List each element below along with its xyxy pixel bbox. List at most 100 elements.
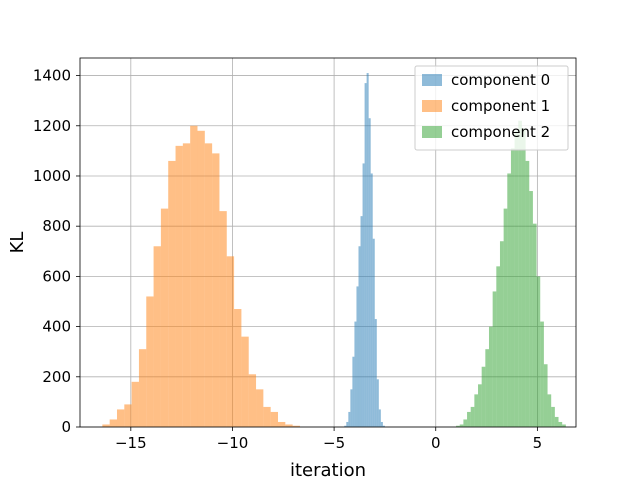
x-tick-label: −15	[115, 434, 147, 452]
histogram-bar	[212, 153, 220, 427]
histogram-bar	[234, 309, 242, 427]
histogram-bar	[488, 326, 493, 427]
x-tick-label: −5	[323, 434, 345, 452]
histogram-bar	[536, 276, 541, 427]
histogram-bar	[456, 425, 460, 427]
histogram-bar	[292, 425, 300, 427]
y-tick-label: 1000	[33, 167, 71, 185]
histogram-bar	[248, 374, 257, 427]
histogram-bar	[354, 321, 357, 427]
series-1-bars	[102, 125, 300, 428]
y-tick-label: 1400	[33, 67, 71, 85]
histogram-bar	[102, 424, 110, 427]
legend-swatch	[422, 74, 442, 86]
y-tick-label: 0	[61, 418, 71, 436]
histogram-bar	[109, 419, 117, 427]
histogram-bar	[474, 394, 479, 427]
histogram-bar	[499, 241, 504, 427]
histogram-bar	[376, 379, 379, 427]
histogram-bar	[470, 406, 475, 427]
histogram-bar	[562, 424, 566, 427]
histogram-bar	[160, 208, 169, 427]
legend-box	[414, 65, 569, 151]
histogram-bar	[285, 424, 293, 427]
histogram-bar	[204, 143, 213, 428]
histogram-bar	[525, 160, 530, 427]
histogram-bars	[102, 73, 566, 428]
legend-label: component 1	[451, 97, 550, 115]
histogram-bar	[529, 191, 533, 427]
histogram-bar	[370, 173, 373, 427]
y-tick-label: 600	[42, 267, 71, 285]
histogram-bar	[270, 411, 278, 427]
histogram-bar	[348, 411, 351, 427]
histogram-bar	[510, 148, 515, 427]
histogram-bar	[459, 424, 464, 427]
histogram-bar	[146, 296, 154, 427]
histogram-bar	[485, 349, 489, 427]
series-2-bars	[456, 120, 566, 428]
histogram-bar	[358, 246, 361, 427]
histogram-bar	[182, 143, 191, 428]
histogram-bar	[382, 425, 385, 427]
x-axis-label: iteration	[290, 460, 366, 480]
histogram-bar	[518, 120, 522, 428]
histogram-bar	[190, 125, 198, 427]
histogram-bar	[153, 246, 161, 427]
legend-swatch	[422, 100, 442, 112]
plot-frame	[79, 57, 577, 428]
histogram-bar	[492, 291, 497, 427]
histogram-bar	[366, 73, 369, 428]
histogram-bar	[116, 409, 125, 427]
histogram-bar	[362, 163, 365, 427]
y-tick-label: 200	[42, 368, 71, 386]
histogram-bar	[175, 145, 183, 427]
histogram-bar	[514, 130, 519, 428]
histogram-bar	[554, 416, 559, 427]
histogram-bar	[558, 421, 563, 427]
histogram-bar	[380, 421, 383, 427]
histogram-bar	[131, 381, 139, 427]
histogram-bar	[263, 406, 271, 427]
y-tick-label: 1200	[33, 117, 71, 135]
histogram-bar	[378, 409, 381, 427]
histogram-bar	[551, 406, 555, 427]
histogram-bar	[168, 160, 176, 427]
histogram-bar	[543, 364, 548, 427]
histogram-bar	[352, 356, 355, 427]
histogram-bar	[547, 394, 552, 427]
histogram-bar	[374, 319, 377, 427]
legend-swatch	[422, 126, 442, 138]
histogram-bar	[350, 389, 353, 427]
y-axis-label: KL	[7, 232, 28, 254]
histogram-bar	[496, 266, 500, 427]
histogram-bar	[277, 421, 286, 427]
y-tick-label: 800	[42, 217, 71, 235]
histogram-bar	[356, 286, 359, 427]
histogram-bar	[219, 211, 227, 427]
x-tick-label: 5	[533, 434, 543, 452]
histogram-bar	[532, 223, 537, 427]
histogram-bar	[368, 118, 371, 427]
x-tick-label: −10	[217, 434, 249, 452]
histogram-bar	[521, 128, 526, 428]
histogram-bar	[507, 173, 511, 427]
axis-ticks: −15 −10 −5 0 5 0 200 400 600 800 1000 1200 1400	[33, 67, 542, 452]
legend-label: component 0	[451, 71, 550, 89]
series-0-bars	[344, 73, 385, 428]
x-tick-label: 0	[431, 434, 441, 452]
histogram-bar	[503, 208, 508, 427]
histogram-bar	[197, 130, 205, 428]
histogram-bar	[467, 411, 471, 427]
legend: component 0 component 1 component 2	[414, 65, 569, 151]
histogram-bar	[256, 389, 264, 427]
histogram-bar	[540, 321, 544, 427]
histogram-bar	[226, 256, 235, 427]
histogram-bar	[138, 349, 147, 427]
histogram-bar	[364, 83, 367, 427]
histogram-bar	[241, 336, 249, 427]
histogram-bar	[346, 421, 349, 427]
histogram-bar	[344, 425, 347, 427]
